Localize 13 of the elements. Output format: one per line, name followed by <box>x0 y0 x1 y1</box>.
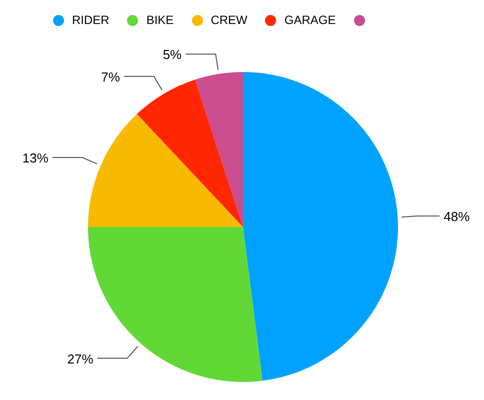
pie-slice <box>136 80 243 227</box>
data-label: 48% <box>444 209 470 224</box>
legend-label: GARAGE <box>283 13 336 27</box>
pie-slice <box>243 72 398 381</box>
data-label: 7% <box>101 69 120 84</box>
data-label: 13% <box>22 150 49 166</box>
legend-label: RIDER <box>71 13 110 27</box>
pie-slice <box>88 114 243 227</box>
data-label: 5% <box>162 47 182 62</box>
pie-slice <box>195 72 243 227</box>
legend-label: CREW <box>210 13 248 27</box>
legend-label: BIKE <box>145 13 174 27</box>
data-label: 27% <box>67 351 94 366</box>
